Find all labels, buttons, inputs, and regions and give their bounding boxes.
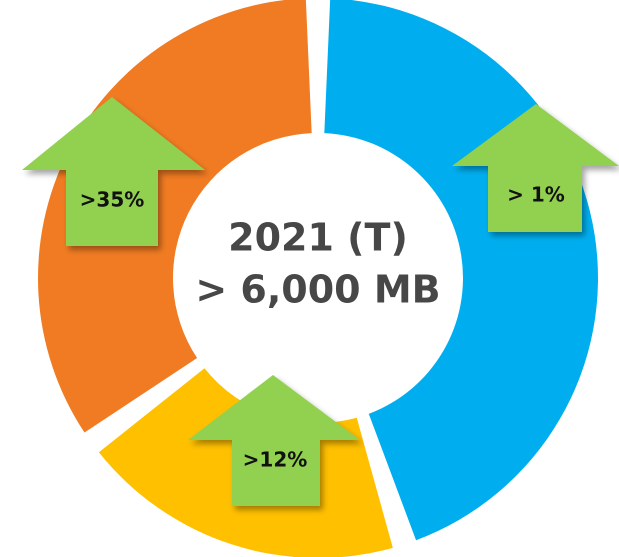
growth-arrow: >35% [22,97,205,246]
arrow-shape [22,97,205,246]
arrow-label: >35% [80,188,145,212]
center-title: 2021 (T) [228,216,408,260]
growth-arrow: >12% [188,375,360,506]
arrow-label: >12% [243,448,308,472]
center-subtitle: > 6,000 MB [195,268,440,312]
arrow-label: > 1% [507,183,565,207]
arrow-shape [188,375,360,506]
growth-arrow: > 1% [452,104,619,232]
arrow-shape [452,104,619,232]
